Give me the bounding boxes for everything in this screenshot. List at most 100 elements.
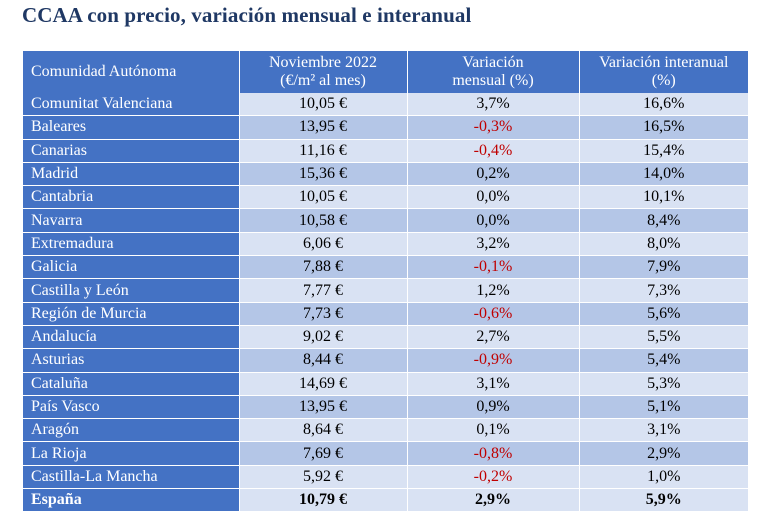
monthly-change-cell: -0,4%	[407, 139, 580, 163]
region-cell: Aragón	[23, 418, 240, 443]
annual-change-cell: 16,6%	[579, 93, 748, 117]
total-monthly-change-cell: 2,9%	[407, 488, 580, 512]
price-cell: 8,44 €	[239, 348, 408, 373]
region-cell: Madrid	[23, 162, 240, 187]
monthly-change-cell: -0,9%	[407, 348, 580, 373]
table-row: Castilla-La Mancha 5,92 € -0,2% 1,0%	[23, 465, 748, 490]
annual-change-cell: 7,9%	[579, 255, 748, 280]
price-cell: 10,05 €	[239, 185, 408, 210]
header-monthly-line1: Variación	[462, 54, 524, 71]
header-price-line2: (€/m² al mes)	[280, 72, 366, 89]
annual-change-cell: 5,4%	[579, 348, 748, 373]
table-body: Comunitat Valenciana 10,05 € 3,7% 16,6% …	[23, 93, 748, 512]
region-cell: Baleares	[23, 115, 240, 140]
monthly-change-cell: -0,2%	[407, 465, 580, 490]
monthly-change-cell: 3,7%	[407, 93, 580, 117]
region-cell: Navarra	[23, 208, 240, 233]
price-cell: 10,58 €	[239, 208, 408, 233]
table-row: Navarra 10,58 € 0,0% 8,4%	[23, 208, 748, 233]
page-title: CCAA con precio, variación mensual e int…	[22, 3, 472, 27]
header-region: Comunidad Autónoma	[23, 51, 240, 93]
price-cell: 7,77 €	[239, 278, 408, 303]
region-cell: Castilla-La Mancha	[23, 465, 240, 490]
monthly-change-cell: 3,1%	[407, 372, 580, 396]
price-cell: 13,95 €	[239, 395, 408, 420]
annual-change-cell: 8,4%	[579, 208, 748, 233]
region-cell: Galicia	[23, 255, 240, 280]
header-region-label: Comunidad Autónoma	[31, 63, 177, 80]
price-cell: 8,64 €	[239, 418, 408, 443]
monthly-change-cell: -0,1%	[407, 255, 580, 280]
monthly-change-cell: 0,1%	[407, 418, 580, 443]
table-row: Baleares 13,95 € -0,3% 16,5%	[23, 115, 748, 140]
annual-change-cell: 15,4%	[579, 139, 748, 163]
monthly-change-cell: -0,3%	[407, 115, 580, 140]
header-annual: Variación interanual (%)	[579, 51, 748, 93]
monthly-change-cell: -0,8%	[407, 441, 580, 466]
price-cell: 7,88 €	[239, 255, 408, 280]
monthly-change-cell: 0,0%	[407, 208, 580, 233]
table-row: Andalucía 9,02 € 2,7% 5,5%	[23, 325, 748, 350]
region-cell: Comunitat Valenciana	[23, 93, 240, 117]
header-row: Comunidad Autónoma Noviembre 2022 (€/m² …	[23, 51, 748, 93]
price-cell: 9,02 €	[239, 325, 408, 350]
price-cell: 15,36 €	[239, 162, 408, 187]
annual-change-cell: 10,1%	[579, 185, 748, 210]
annual-change-cell: 5,3%	[579, 372, 748, 396]
region-cell: Andalucía	[23, 325, 240, 350]
total-annual-change-cell: 5,9%	[579, 488, 748, 512]
region-cell: Castilla y León	[23, 278, 240, 303]
region-cell: Canarias	[23, 139, 240, 163]
price-cell: 11,16 €	[239, 139, 408, 163]
monthly-change-cell: 3,2%	[407, 232, 580, 257]
monthly-change-cell: 0,2%	[407, 162, 580, 187]
price-cell: 14,69 €	[239, 372, 408, 396]
annual-change-cell: 14,0%	[579, 162, 748, 187]
region-cell: Asturias	[23, 348, 240, 373]
total-row: España 10,79 € 2,9% 5,9%	[23, 488, 748, 512]
table-row: Canarias 11,16 € -0,4% 15,4%	[23, 139, 748, 163]
region-cell: País Vasco	[23, 395, 240, 420]
price-cell: 13,95 €	[239, 115, 408, 140]
table-row: Cantabria 10,05 € 0,0% 10,1%	[23, 185, 748, 210]
region-cell: Extremadura	[23, 232, 240, 257]
monthly-change-cell: 0,0%	[407, 185, 580, 210]
price-cell: 6,06 €	[239, 232, 408, 257]
table-row: Madrid 15,36 € 0,2% 14,0%	[23, 162, 748, 187]
annual-change-cell: 5,6%	[579, 302, 748, 326]
header-monthly-line2: mensual (%)	[452, 72, 534, 89]
table-row: Galicia 7,88 € -0,1% 7,9%	[23, 255, 748, 280]
table-row: Castilla y León 7,77 € 1,2% 7,3%	[23, 278, 748, 303]
table-row: Aragón 8,64 € 0,1% 3,1%	[23, 418, 748, 443]
region-cell: La Rioja	[23, 441, 240, 466]
price-cell: 7,73 €	[239, 302, 408, 326]
region-cell: Región de Murcia	[23, 302, 240, 326]
annual-change-cell: 1,0%	[579, 465, 748, 490]
monthly-change-cell: 2,7%	[407, 325, 580, 350]
total-price-cell: 10,79 €	[239, 488, 408, 512]
table-row: La Rioja 7,69 € -0,8% 2,9%	[23, 441, 748, 466]
monthly-change-cell: -0,6%	[407, 302, 580, 326]
table-row: Asturias 8,44 € -0,9% 5,4%	[23, 348, 748, 373]
table-row: Región de Murcia 7,73 € -0,6% 5,6%	[23, 302, 748, 326]
annual-change-cell: 5,1%	[579, 395, 748, 420]
monthly-change-cell: 0,9%	[407, 395, 580, 420]
annual-change-cell: 2,9%	[579, 441, 748, 466]
region-cell: Cataluña	[23, 372, 240, 396]
total-region-cell: España	[23, 488, 240, 512]
header-annual-line2: (%)	[651, 72, 676, 89]
region-cell: Cantabria	[23, 185, 240, 210]
header-price: Noviembre 2022 (€/m² al mes)	[239, 51, 408, 93]
ccaa-price-table: Comunidad Autónoma Noviembre 2022 (€/m² …	[23, 51, 748, 512]
header-price-line1: Noviembre 2022	[269, 54, 377, 71]
annual-change-cell: 3,1%	[579, 418, 748, 443]
annual-change-cell: 7,3%	[579, 278, 748, 303]
price-cell: 7,69 €	[239, 441, 408, 466]
header-monthly: Variación mensual (%)	[407, 51, 580, 93]
table-row: País Vasco 13,95 € 0,9% 5,1%	[23, 395, 748, 420]
price-cell: 10,05 €	[239, 93, 408, 117]
monthly-change-cell: 1,2%	[407, 278, 580, 303]
annual-change-cell: 8,0%	[579, 232, 748, 257]
table-row: Cataluña 14,69 € 3,1% 5,3%	[23, 372, 748, 396]
table-row: Comunitat Valenciana 10,05 € 3,7% 16,6%	[23, 93, 748, 117]
